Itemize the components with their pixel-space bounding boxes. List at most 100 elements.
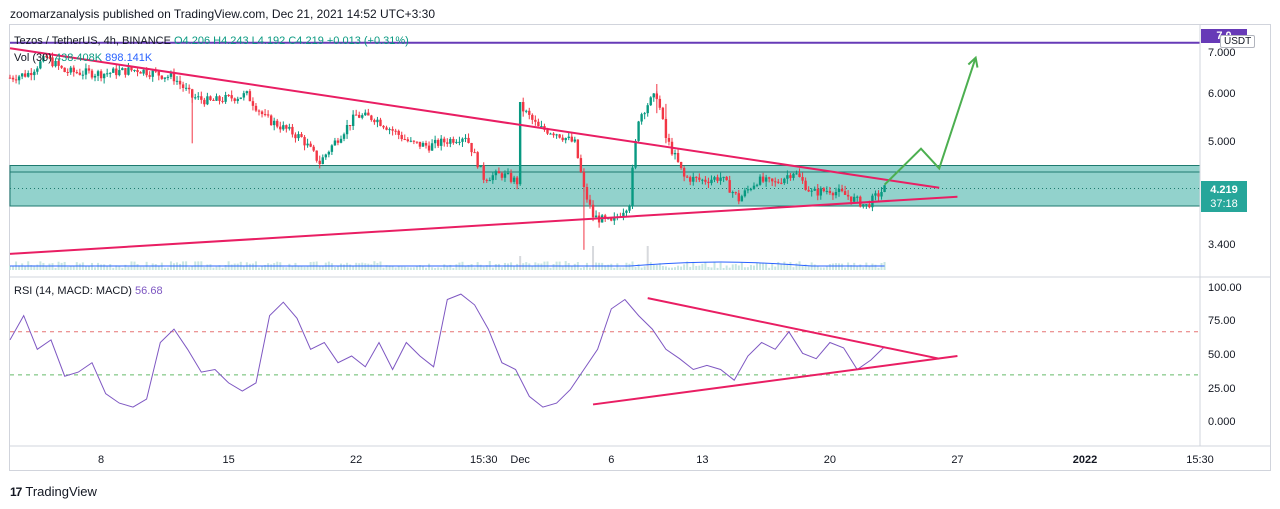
- candle-body: [197, 96, 200, 98]
- currency-button[interactable]: USDT: [1220, 35, 1256, 48]
- candle-body: [503, 173, 507, 178]
- volume-bar: [358, 263, 361, 270]
- rsi-upper-trendline: [647, 297, 940, 360]
- candle-body: [449, 138, 452, 144]
- volume-legend: Vol (30) 438.408K 898.141K: [14, 52, 152, 64]
- volume-bar: [78, 263, 81, 270]
- candle-body: [42, 55, 45, 62]
- candle-body: [737, 193, 740, 202]
- candle-body: [148, 75, 151, 77]
- volume-bar: [179, 263, 182, 270]
- candle-body: [685, 176, 689, 178]
- volume-bar: [428, 263, 431, 270]
- candle-body: [166, 76, 170, 78]
- volume-bar: [552, 264, 555, 270]
- volume-bar: [516, 263, 519, 270]
- volume-bar: [762, 262, 765, 270]
- rsi-tick-label: 100.00: [1208, 281, 1242, 294]
- candle-body: [118, 70, 121, 76]
- candle-body: [318, 160, 321, 165]
- candle-body: [154, 70, 157, 72]
- volume-bar: [698, 265, 701, 270]
- candle-body: [236, 98, 239, 101]
- candle-body: [102, 73, 106, 79]
- volume-bar: [658, 263, 661, 270]
- candle-body: [130, 67, 133, 71]
- volume-bar: [100, 264, 103, 270]
- candle-body: [336, 140, 340, 143]
- volume-value: 438.408K: [54, 52, 103, 64]
- candle-body: [506, 173, 510, 175]
- candle-body: [443, 138, 446, 143]
- candle-body: [212, 99, 215, 101]
- volume-bar: [66, 266, 69, 270]
- candle-body: [509, 173, 513, 182]
- volume-bar: [45, 265, 48, 270]
- volume-bar: [719, 262, 722, 270]
- time-tick-label: 15:30: [469, 454, 498, 466]
- volume-bar: [233, 263, 236, 270]
- candle-body: [846, 194, 850, 197]
- volume-bar: [209, 264, 212, 270]
- candle-body: [807, 189, 810, 192]
- candle-body: [248, 91, 252, 102]
- candle-body: [115, 68, 118, 76]
- candle-body: [224, 94, 227, 102]
- volume-bar: [30, 264, 33, 270]
- candle-body: [652, 93, 655, 98]
- candle-body: [798, 173, 801, 178]
- volume-bar: [713, 261, 716, 270]
- volume-bar: [628, 263, 631, 270]
- candle-body: [713, 177, 716, 180]
- volume-bar: [367, 263, 370, 270]
- candle-body: [440, 138, 443, 146]
- candle-body: [497, 171, 501, 174]
- candle-body: [72, 67, 75, 73]
- candle-body: [746, 189, 750, 191]
- volume-bar: [813, 264, 816, 270]
- volume-bar: [540, 263, 543, 270]
- candle-body: [865, 204, 868, 206]
- candle-body: [66, 71, 69, 73]
- volume-bar: [683, 264, 686, 270]
- volume-bar: [607, 264, 610, 270]
- candle-body: [84, 68, 88, 75]
- candle-body: [634, 140, 637, 168]
- volume-bar: [306, 266, 309, 270]
- candle-body: [567, 136, 570, 138]
- candle-body: [163, 77, 167, 79]
- volume-bar: [646, 246, 649, 270]
- candle-body: [272, 120, 276, 126]
- candle-body: [260, 111, 264, 115]
- candle-body: [856, 196, 859, 198]
- candle-body: [412, 140, 416, 142]
- volume-bar: [230, 264, 233, 270]
- volume-bar: [12, 266, 15, 270]
- volume-bar: [825, 266, 828, 270]
- volume-bar: [801, 266, 804, 270]
- candle-body: [852, 196, 856, 202]
- volume-bar: [752, 265, 755, 270]
- candle-body: [20, 73, 24, 77]
- candle-body: [719, 177, 722, 181]
- volume-bar: [759, 263, 762, 270]
- volume-bar: [124, 264, 127, 270]
- volume-bar: [282, 266, 285, 270]
- candle-body: [99, 71, 103, 79]
- volume-bar: [409, 267, 412, 270]
- candle-body: [649, 97, 652, 106]
- volume-bar: [692, 261, 695, 270]
- tradingview-logo[interactable]: 17 TradingView: [10, 484, 97, 499]
- candle-body: [266, 114, 270, 116]
- candle-body: [75, 72, 79, 74]
- chart-frame: [9, 24, 1271, 471]
- volume-bar: [485, 265, 488, 270]
- volume-bar: [519, 256, 522, 270]
- candle-body: [436, 139, 440, 146]
- candle-body: [582, 172, 586, 188]
- volume-bar: [716, 267, 719, 270]
- volume-bar: [561, 266, 564, 270]
- time-tick-label: 22: [350, 454, 363, 466]
- volume-bar: [51, 263, 54, 270]
